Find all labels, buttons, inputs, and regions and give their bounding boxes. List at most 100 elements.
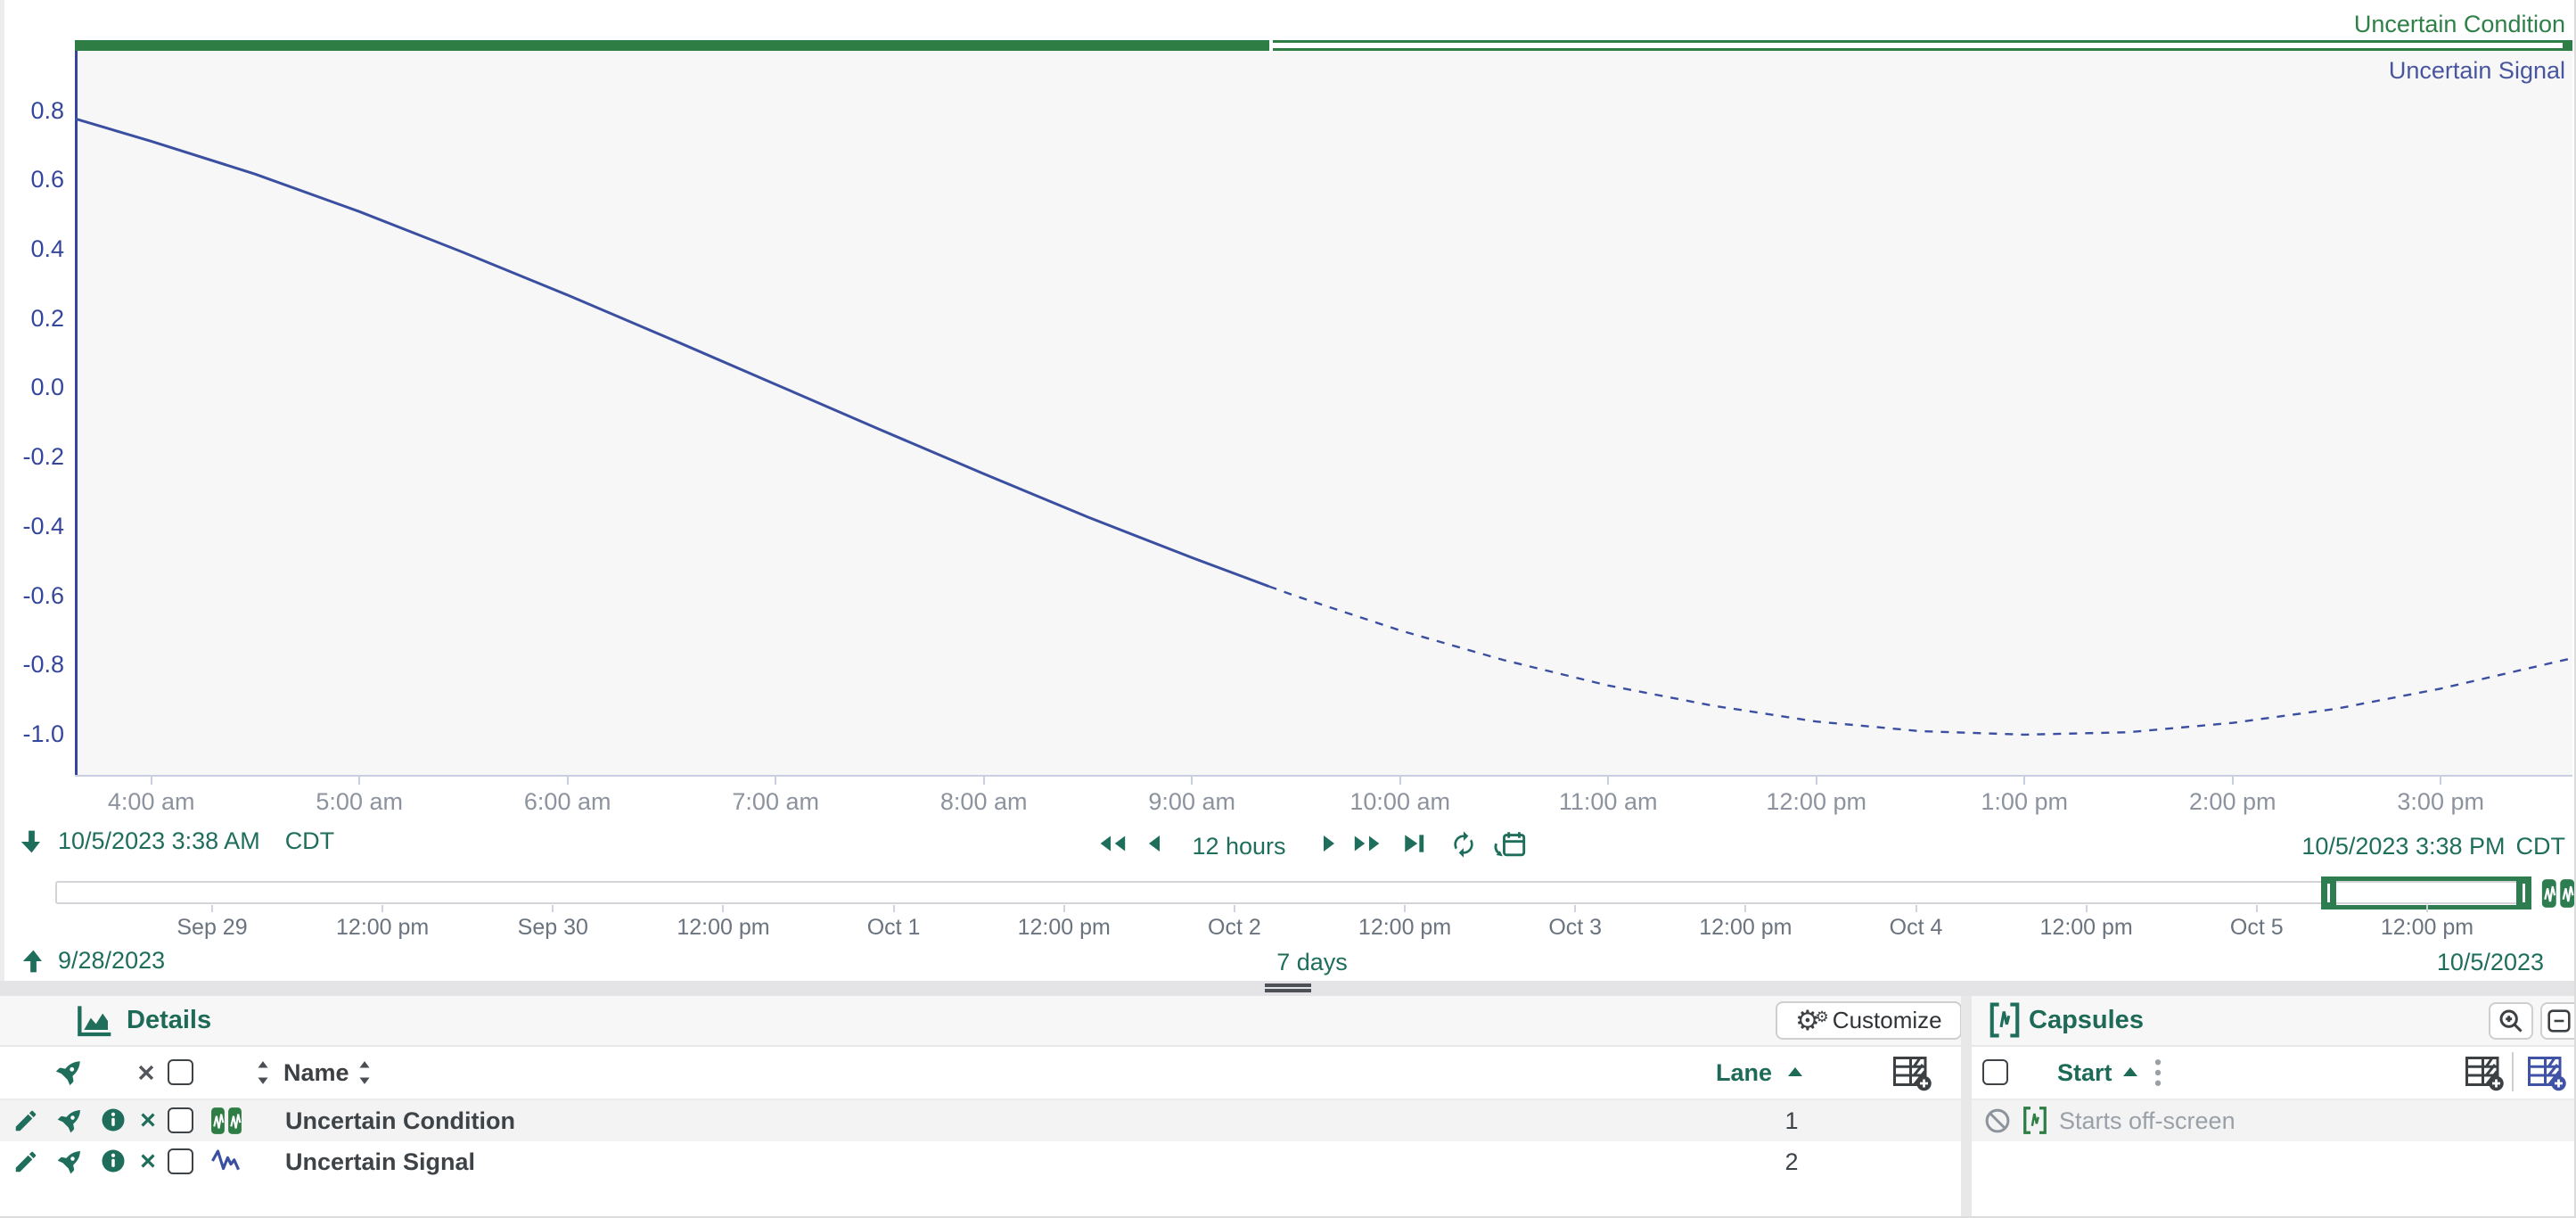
display-range-end[interactable]: 10/5/2023 3:38 PM CDT <box>2301 833 2565 860</box>
item-lane: 1 <box>1784 1107 1799 1134</box>
step-back-half-button[interactable] <box>1095 828 1128 859</box>
timeline-tick-mark <box>1233 905 1235 912</box>
sort-icon[interactable] <box>355 1058 374 1087</box>
minus-square-icon <box>2547 1008 2572 1033</box>
table-row[interactable]: Uncertain Signal 2 <box>0 1141 1961 1182</box>
duration-button[interactable]: 12 hours <box>1192 833 1286 860</box>
capsule-icon <box>2022 1106 2048 1135</box>
capsules-table-header: Start <box>1972 1047 2576 1100</box>
x-axis-tick-mark <box>1607 775 1610 785</box>
info-icon[interactable] <box>100 1107 127 1133</box>
y-axis-tick-label: 0.6 <box>30 166 64 193</box>
x-axis-tick-mark <box>1815 775 1817 785</box>
condition-series-label: Uncertain Condition <box>2353 11 2565 37</box>
table-row[interactable]: Uncertain Condition 1 <box>0 1100 1961 1141</box>
timeline-tick-mark <box>892 905 895 912</box>
date-range-picker-icon[interactable] <box>1492 829 1528 860</box>
x-axis-tick-mark <box>2440 775 2442 785</box>
edit-icon[interactable] <box>12 1148 39 1175</box>
x-axis-tick-label: 12:00 pm <box>1766 788 1866 815</box>
capsule-uncertain-segment <box>1272 40 2563 51</box>
customize-label: Customize <box>1832 1007 1942 1033</box>
item-name[interactable]: Uncertain Signal <box>285 1148 476 1175</box>
details-panel: Details ⚙ ⚙ Customize Name Lane Uncertain… <box>0 996 1962 1218</box>
sort-ascending-caret-icon <box>1786 1066 1804 1078</box>
start-timezone: CDT <box>284 827 335 854</box>
refresh-icon[interactable] <box>1449 830 1478 859</box>
area-chart-icon <box>75 1003 114 1039</box>
panel-splitter[interactable] <box>0 981 2576 996</box>
edit-icon[interactable] <box>12 1107 39 1134</box>
y-axis-tick-label: -0.6 <box>22 581 64 609</box>
splitter-grip[interactable] <box>1265 983 1311 992</box>
end-datetime[interactable]: 10/5/2023 3:38 PM <box>2301 833 2506 860</box>
item-name[interactable]: Uncertain Condition <box>285 1107 515 1134</box>
info-icon[interactable] <box>100 1148 127 1174</box>
step-forward-button[interactable] <box>1317 828 1339 859</box>
selection-right-handle[interactable] <box>2516 876 2531 909</box>
start-datetime[interactable]: 10/5/2023 3:38 AM <box>58 827 260 854</box>
x-axis-tick-label: 4:00 am <box>107 788 195 815</box>
x-axis-tick-mark <box>1399 775 1401 785</box>
rocket-icon[interactable] <box>55 1148 84 1176</box>
investigate-start-date[interactable]: 9/28/2023 <box>58 947 166 974</box>
investigate-end-date[interactable]: 10/5/2023 <box>2436 949 2544 975</box>
row-checkbox[interactable] <box>168 1148 193 1174</box>
investigate-range-start[interactable]: 9/28/2023 <box>21 947 165 975</box>
signal-series-label: Uncertain Signal <box>2388 57 2565 84</box>
remove-column-icon[interactable] <box>134 1060 159 1085</box>
rocket-column-icon[interactable] <box>53 1058 84 1088</box>
add-stat-column-icon[interactable] <box>2526 1054 2567 1091</box>
capsule-row[interactable]: Starts off-screen <box>1972 1100 2576 1141</box>
timeline-track[interactable] <box>55 881 2526 904</box>
capsule-certain-segment <box>75 40 1269 51</box>
y-axis-tick-label: -0.2 <box>22 443 64 471</box>
collapse-panel-button[interactable] <box>2540 1002 2576 1040</box>
more-options-dots-icon[interactable] <box>2154 1058 2162 1087</box>
x-axis-tick-label: 6:00 am <box>523 788 611 815</box>
x-axis-tick-label: 9:00 am <box>1148 788 1235 815</box>
row-checkbox[interactable] <box>168 1107 193 1133</box>
trend-plot-area[interactable] <box>75 51 2572 775</box>
capsules-select-all-checkbox[interactable] <box>1982 1059 2008 1085</box>
lane-column-header[interactable]: Lane <box>1716 1059 1773 1086</box>
x-axis-tick-label: 1:00 pm <box>1981 788 2068 815</box>
condition-type-icon <box>210 1107 242 1135</box>
timeline-tick-mark <box>1404 905 1407 912</box>
timeline-tick-label: 12:00 pm <box>336 915 430 940</box>
display-range-start[interactable]: 10/5/2023 3:38 AM CDT <box>20 827 334 855</box>
arrow-up-icon <box>21 948 45 975</box>
zoom-to-capsule-button[interactable] <box>2489 1002 2533 1040</box>
capsule-time-icon[interactable] <box>2540 878 2576 909</box>
remove-icon[interactable] <box>136 1108 160 1132</box>
remove-icon[interactable] <box>136 1149 160 1173</box>
step-to-end-button[interactable] <box>1401 828 1428 859</box>
timeline-tick-label: Sep 30 <box>517 915 588 940</box>
x-axis-tick-mark <box>982 775 985 785</box>
step-forward-half-button[interactable] <box>1351 828 1385 859</box>
sort-icon[interactable] <box>253 1058 273 1087</box>
timeline-tick-label: 12:00 pm <box>1017 915 1111 940</box>
selection-left-handle[interactable] <box>2321 876 2336 909</box>
step-back-button[interactable] <box>1144 828 1166 859</box>
left-edge-border <box>0 0 4 1218</box>
add-column-icon[interactable] <box>1891 1054 1932 1091</box>
name-column-header[interactable]: Name <box>283 1059 349 1086</box>
timeline-tick-mark <box>1915 905 1917 912</box>
signal-trend-line <box>75 117 2572 737</box>
x-axis-tick-mark <box>2231 775 2234 785</box>
x-axis <box>75 775 2572 777</box>
add-column-icon[interactable] <box>2464 1054 2505 1091</box>
start-column-header[interactable]: Start <box>2057 1059 2112 1086</box>
timeline-tick-label: 12:00 pm <box>1699 915 1793 940</box>
x-axis-tick-label: 10:00 am <box>1350 788 1450 815</box>
timeline-tick-mark <box>1062 905 1065 912</box>
investigate-duration[interactable]: 7 days <box>1276 949 1348 975</box>
rocket-icon[interactable] <box>55 1107 84 1135</box>
not-selectable-icon <box>1984 1107 2011 1134</box>
panel-divider[interactable] <box>1961 996 1972 1218</box>
timeline-tick-mark <box>2085 905 2088 912</box>
customize-button[interactable]: ⚙ ⚙ Customize <box>1776 1001 1962 1040</box>
select-all-checkbox[interactable] <box>168 1059 193 1085</box>
y-axis-tick-label: 0.8 <box>30 96 64 124</box>
